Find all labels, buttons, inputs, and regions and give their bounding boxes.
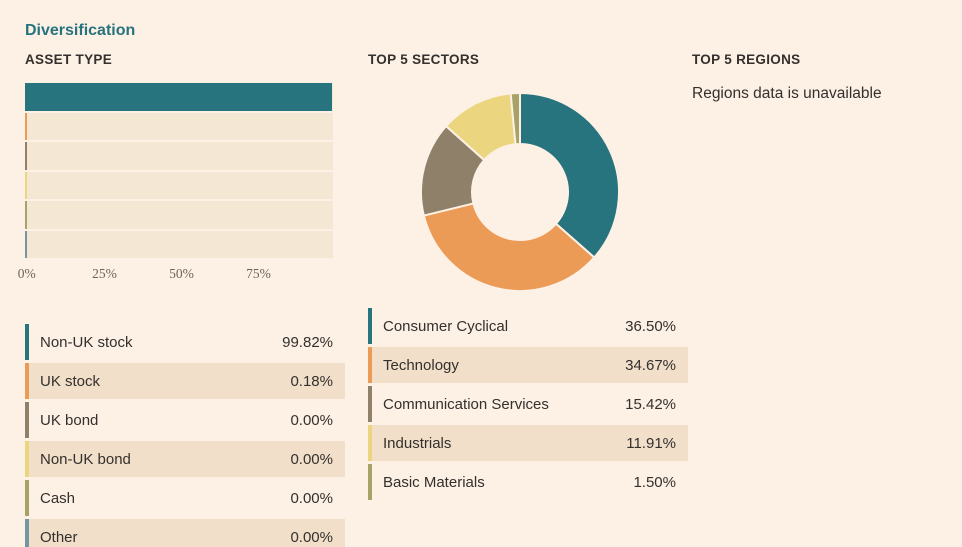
sector-row-industrials: Industrials 11.91% (368, 425, 688, 461)
asset-label: Cash (40, 489, 76, 507)
asset-row-non-uk-bond: Non-UK bond 0.00% (25, 441, 345, 477)
asset-value: 0.00% (290, 489, 333, 507)
page-title: Diversification (25, 22, 136, 39)
sector-label: Consumer Cyclical (383, 317, 509, 335)
sector-row-technology: Technology 34.67% (368, 347, 688, 383)
bar-row-uk-stock (25, 112, 333, 140)
x-axis-tick-label: 0% (17, 266, 36, 281)
donut-segment-technology (422, 202, 596, 292)
x-axis-tick-label: 50% (169, 266, 194, 281)
asset-type-x-axis: 0% 25% 50% 75% (18, 266, 333, 286)
asset-row-uk-bond: UK bond 0.00% (25, 402, 345, 438)
sector-value: 15.42% (625, 395, 676, 413)
bar-row-uk-bond (25, 142, 333, 170)
sectors-legend: Consumer Cyclical 36.50% Technology 34.67% C… (368, 308, 688, 500)
sector-value: 34.67% (625, 356, 676, 374)
sector-row-basic-materials: Basic Materials 1.50% (368, 464, 688, 500)
asset-type-heading: ASSET TYPE (25, 52, 113, 67)
bar-fill-other (25, 230, 27, 258)
asset-label: UK bond (40, 411, 99, 429)
x-axis-tick-label: 75% (246, 266, 271, 281)
bar-row-cash (25, 201, 333, 229)
bar-fill-uk-stock (25, 112, 27, 140)
asset-type-chart-area: 0% 25% 50% 75% (18, 83, 345, 324)
asset-label: UK stock (40, 372, 101, 390)
bar-row-other (25, 230, 333, 258)
x-axis-tick-label: 25% (92, 266, 117, 281)
donut-svg (419, 91, 620, 292)
asset-row-non-uk-stock: Non-UK stock 99.82% (25, 324, 345, 360)
asset-row-cash: Cash 0.00% (25, 480, 345, 516)
sectors-donut-chart (417, 89, 623, 295)
bar-row-non-uk-stock (25, 83, 333, 111)
sectors-chart-area (368, 67, 688, 308)
asset-type-legend: Non-UK stock 99.82% UK stock 0.18% UK bond 0.… (25, 324, 345, 547)
sector-value: 1.50% (633, 473, 676, 491)
bar-fill-non-uk-stock (25, 83, 333, 111)
sector-label: Industrials (383, 434, 452, 452)
asset-value: 0.00% (290, 450, 333, 468)
regions-heading: TOP 5 REGIONS (692, 52, 801, 67)
sector-label: Communication Services (383, 395, 549, 413)
sector-value: 36.50% (625, 317, 676, 335)
regions-section: TOP 5 REGIONS Regions data is unavailabl… (692, 52, 962, 103)
asset-row-other: Other 0.00% (25, 519, 345, 547)
asset-value: 99.82% (282, 333, 333, 351)
bar-fill-cash (25, 201, 27, 229)
sector-label: Basic Materials (383, 473, 485, 491)
columns: ASSET TYPE 0% 25% 50% 75% Non-UK stock 99.82… (18, 52, 962, 547)
bar-row-non-uk-bond (25, 171, 333, 199)
sectors-heading: TOP 5 SECTORS (368, 52, 480, 67)
asset-value: 0.00% (290, 528, 333, 546)
asset-label: Non-UK stock (40, 333, 133, 351)
asset-row-uk-stock: UK stock 0.18% (25, 363, 345, 399)
donut-segment-basic-materials (509, 91, 521, 146)
asset-type-bar-chart (25, 83, 333, 258)
bar-fill-uk-bond (25, 142, 27, 170)
sectors-section: TOP 5 SECTORS Consumer Cyclical 36.50% Tec… (368, 52, 688, 503)
sector-row-consumer-cyclical: Consumer Cyclical 36.50% (368, 308, 688, 344)
bar-fill-non-uk-bond (25, 171, 27, 199)
sector-label: Technology (383, 356, 459, 374)
asset-type-section: ASSET TYPE 0% 25% 50% 75% Non-UK stock 99.82… (18, 52, 345, 547)
asset-label: Other (40, 528, 78, 546)
asset-value: 0.00% (290, 411, 333, 429)
regions-empty-message: Regions data is unavailable (692, 85, 882, 102)
sector-value: 11.91% (626, 434, 676, 452)
asset-label: Non-UK bond (40, 450, 131, 468)
asset-value: 0.18% (290, 372, 333, 390)
donut-segment-consumer-cyclical (519, 91, 620, 259)
sector-row-communication-services: Communication Services 15.42% (368, 386, 688, 422)
